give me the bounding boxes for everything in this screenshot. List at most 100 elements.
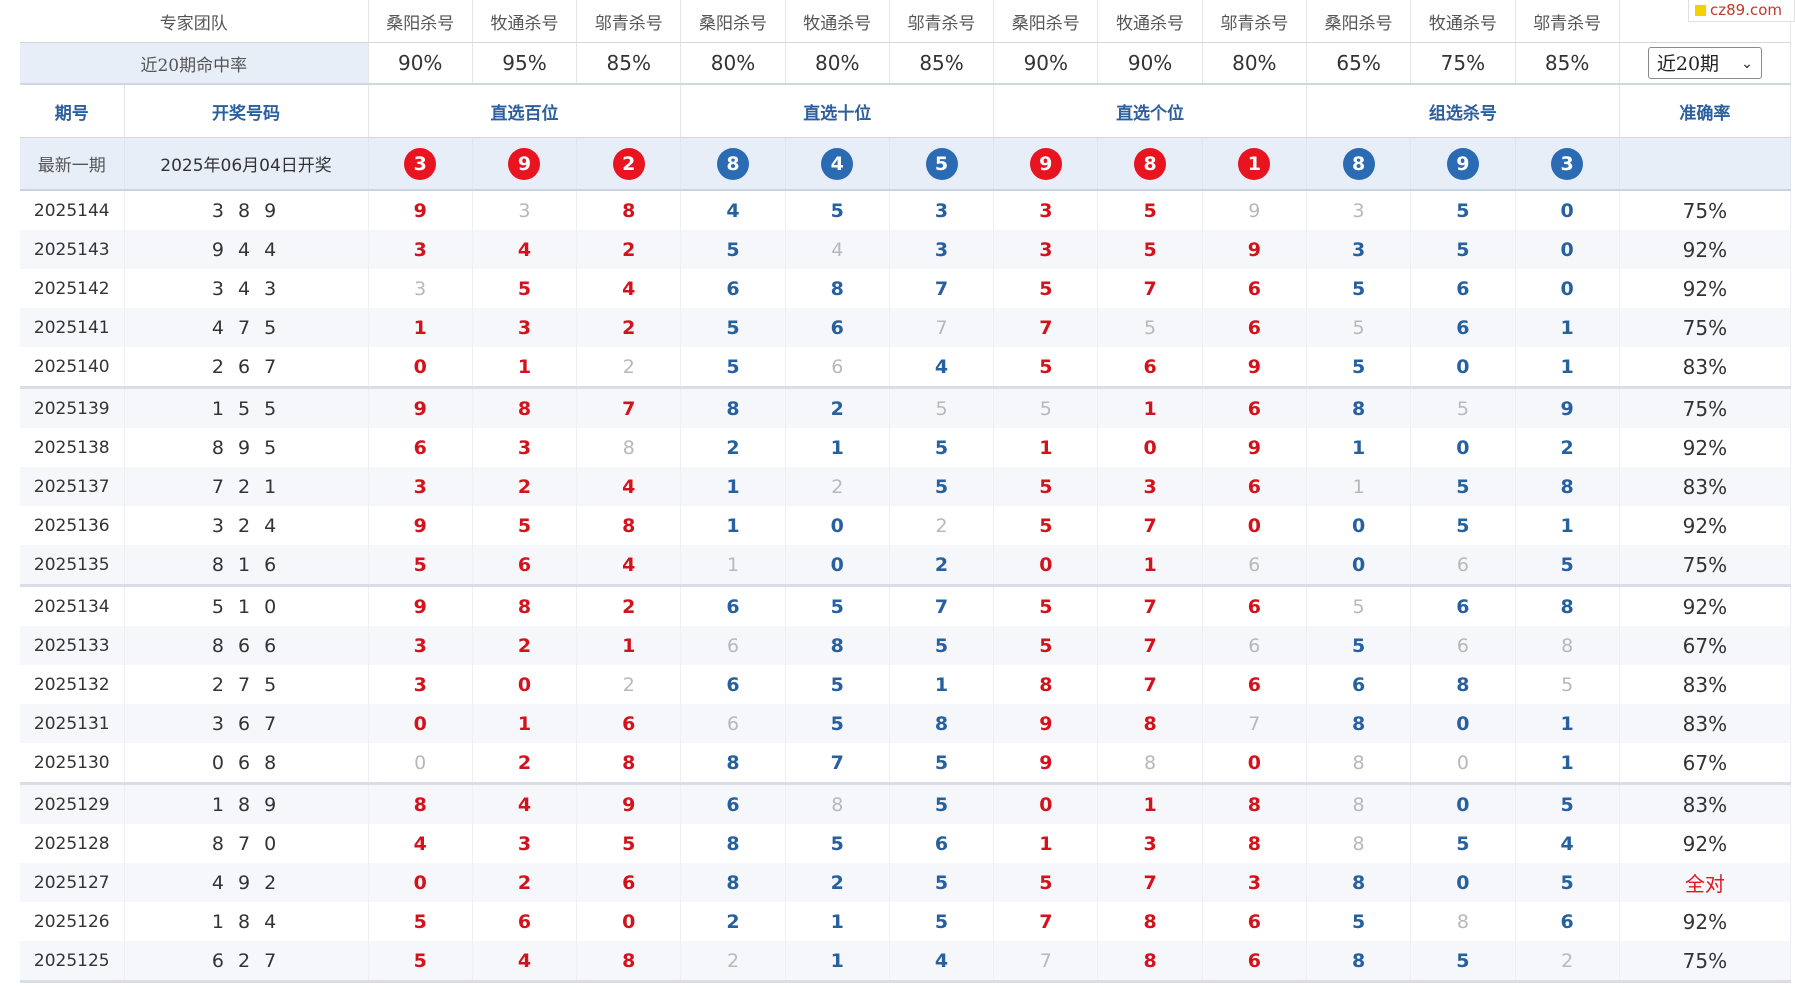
kill-number-miss: 6 xyxy=(680,704,786,743)
kill-number: 4 xyxy=(576,269,682,308)
draw-numbers: 3 2 4 xyxy=(124,506,369,545)
group-header: 直选百位 xyxy=(368,84,682,138)
kill-number: 6 xyxy=(1202,269,1307,308)
kill-number: 5 xyxy=(472,269,578,308)
kill-number: 4 xyxy=(889,347,995,388)
kill-number: 3 xyxy=(889,230,995,269)
kill-number: 6 xyxy=(1202,902,1307,941)
logo-text: cz89.com xyxy=(1710,1,1783,19)
kill-number-miss: 8 xyxy=(785,782,890,824)
table-row: 2025141 4 7 5 1 3 2 5 6 7 7 5 6 5 6 1 75% xyxy=(20,308,1792,347)
issue-number: 2025140 xyxy=(20,347,125,388)
kill-number-miss: 5 xyxy=(993,386,1099,428)
kill-number: 0 xyxy=(368,347,473,388)
kill-number: 3 xyxy=(1202,863,1307,902)
kill-number: 6 xyxy=(1306,665,1412,704)
kill-number: 1 xyxy=(1097,782,1203,824)
expert-name: 牧通杀号 xyxy=(785,0,890,43)
period-select[interactable]: 近20期 ⌄ xyxy=(1647,47,1762,79)
blue-ball: 8 xyxy=(1342,147,1375,180)
kill-number: 1 xyxy=(993,824,1099,863)
draw-numbers: 8 1 6 xyxy=(124,545,369,586)
kill-number: 8 xyxy=(993,665,1099,704)
kill-number: 4 xyxy=(472,230,578,269)
latest-ball-cell: 2 xyxy=(576,137,682,191)
kill-number: 2 xyxy=(1515,428,1620,467)
kill-number: 9 xyxy=(993,743,1099,784)
issue-number: 2025128 xyxy=(20,824,125,863)
kill-number-miss: 4 xyxy=(785,230,890,269)
kill-number: 0 xyxy=(1097,428,1203,467)
kill-number: 5 xyxy=(368,545,473,586)
accuracy-value: 92% xyxy=(1619,902,1792,941)
kill-number-miss: 9 xyxy=(1202,190,1307,230)
accuracy-value: 92% xyxy=(1619,584,1792,626)
kill-number: 3 xyxy=(472,428,578,467)
kill-number-miss: 2 xyxy=(1515,941,1620,983)
kill-number: 3 xyxy=(1097,467,1203,506)
group-header: 组选杀号 xyxy=(1306,84,1620,138)
expert-name: 牧通杀号 xyxy=(472,0,578,43)
table-row: 2025135 8 1 6 5 6 4 1 0 2 0 1 6 0 6 5 75% xyxy=(20,545,1792,586)
draw-numbers: 0 6 8 xyxy=(124,743,369,784)
group-header: 直选个位 xyxy=(993,84,1307,138)
kill-number-miss: 7 xyxy=(1202,704,1307,743)
issue-number: 2025127 xyxy=(20,863,125,902)
red-ball: 3 xyxy=(404,147,437,180)
kill-number: 7 xyxy=(1097,584,1203,626)
kill-number: 5 xyxy=(1097,190,1203,230)
kill-number: 7 xyxy=(1097,269,1203,308)
kill-number: 1 xyxy=(472,704,578,743)
table-row: 2025127 4 9 2 0 2 6 8 2 5 5 7 3 8 0 5 全对 xyxy=(20,863,1792,902)
kill-number: 0 xyxy=(1410,782,1516,824)
kill-number: 9 xyxy=(576,782,682,824)
kill-number: 0 xyxy=(1306,545,1412,586)
kill-number: 3 xyxy=(472,824,578,863)
draw-numbers: 1 8 4 xyxy=(124,902,369,941)
latest-ball-cell: 9 xyxy=(1410,137,1516,191)
kill-number: 5 xyxy=(680,230,786,269)
kill-number: 0 xyxy=(1202,506,1307,545)
kill-number-miss: 6 xyxy=(1410,545,1516,586)
kill-number: 5 xyxy=(680,347,786,388)
kill-number: 5 xyxy=(1515,782,1620,824)
kill-number: 6 xyxy=(1202,584,1307,626)
kill-number: 5 xyxy=(1515,545,1620,586)
issue-number: 2025138 xyxy=(20,428,125,467)
accuracy-value: 92% xyxy=(1619,269,1792,308)
kill-number: 9 xyxy=(368,506,473,545)
kill-number: 0 xyxy=(1515,230,1620,269)
kill-number-miss: 8 xyxy=(1097,743,1203,784)
kill-number: 7 xyxy=(889,584,995,626)
table-row: 2025137 7 2 1 3 2 4 1 2 5 5 3 6 1 5 8 83% xyxy=(20,467,1792,506)
table-row: 2025128 8 7 0 4 3 5 8 5 6 1 3 8 8 5 4 92% xyxy=(20,824,1792,863)
kill-number-miss: 8 xyxy=(1306,782,1412,824)
kill-number: 8 xyxy=(1306,386,1412,428)
kill-number: 5 xyxy=(368,941,473,983)
accuracy-value: 75% xyxy=(1619,386,1792,428)
kill-number: 5 xyxy=(680,308,786,347)
kill-number: 0 xyxy=(1410,428,1516,467)
kill-number: 0 xyxy=(785,545,890,586)
expert-name: 桑阳杀号 xyxy=(1306,0,1412,43)
draw-numbers: 9 4 4 xyxy=(124,230,369,269)
kill-number: 8 xyxy=(680,386,786,428)
kill-number: 8 xyxy=(576,190,682,230)
logo-square-icon xyxy=(1695,5,1706,16)
kill-number-miss: 1 xyxy=(1306,467,1412,506)
kill-number: 4 xyxy=(1515,824,1620,863)
team-label: 专家团队 xyxy=(20,0,369,43)
latest-ball-cell: 8 xyxy=(680,137,786,191)
kill-number: 7 xyxy=(576,386,682,428)
kill-number: 6 xyxy=(680,782,786,824)
expert-name: 邬青杀号 xyxy=(576,0,682,43)
expert-name: 牧通杀号 xyxy=(1410,0,1516,43)
kill-number: 2 xyxy=(680,902,786,941)
kill-number: 0 xyxy=(1515,269,1620,308)
accuracy-value: 67% xyxy=(1619,626,1792,665)
issue-number: 2025139 xyxy=(20,386,125,428)
kill-number: 9 xyxy=(368,190,473,230)
kill-number: 4 xyxy=(576,545,682,586)
kill-number: 6 xyxy=(368,428,473,467)
kill-number: 5 xyxy=(785,824,890,863)
